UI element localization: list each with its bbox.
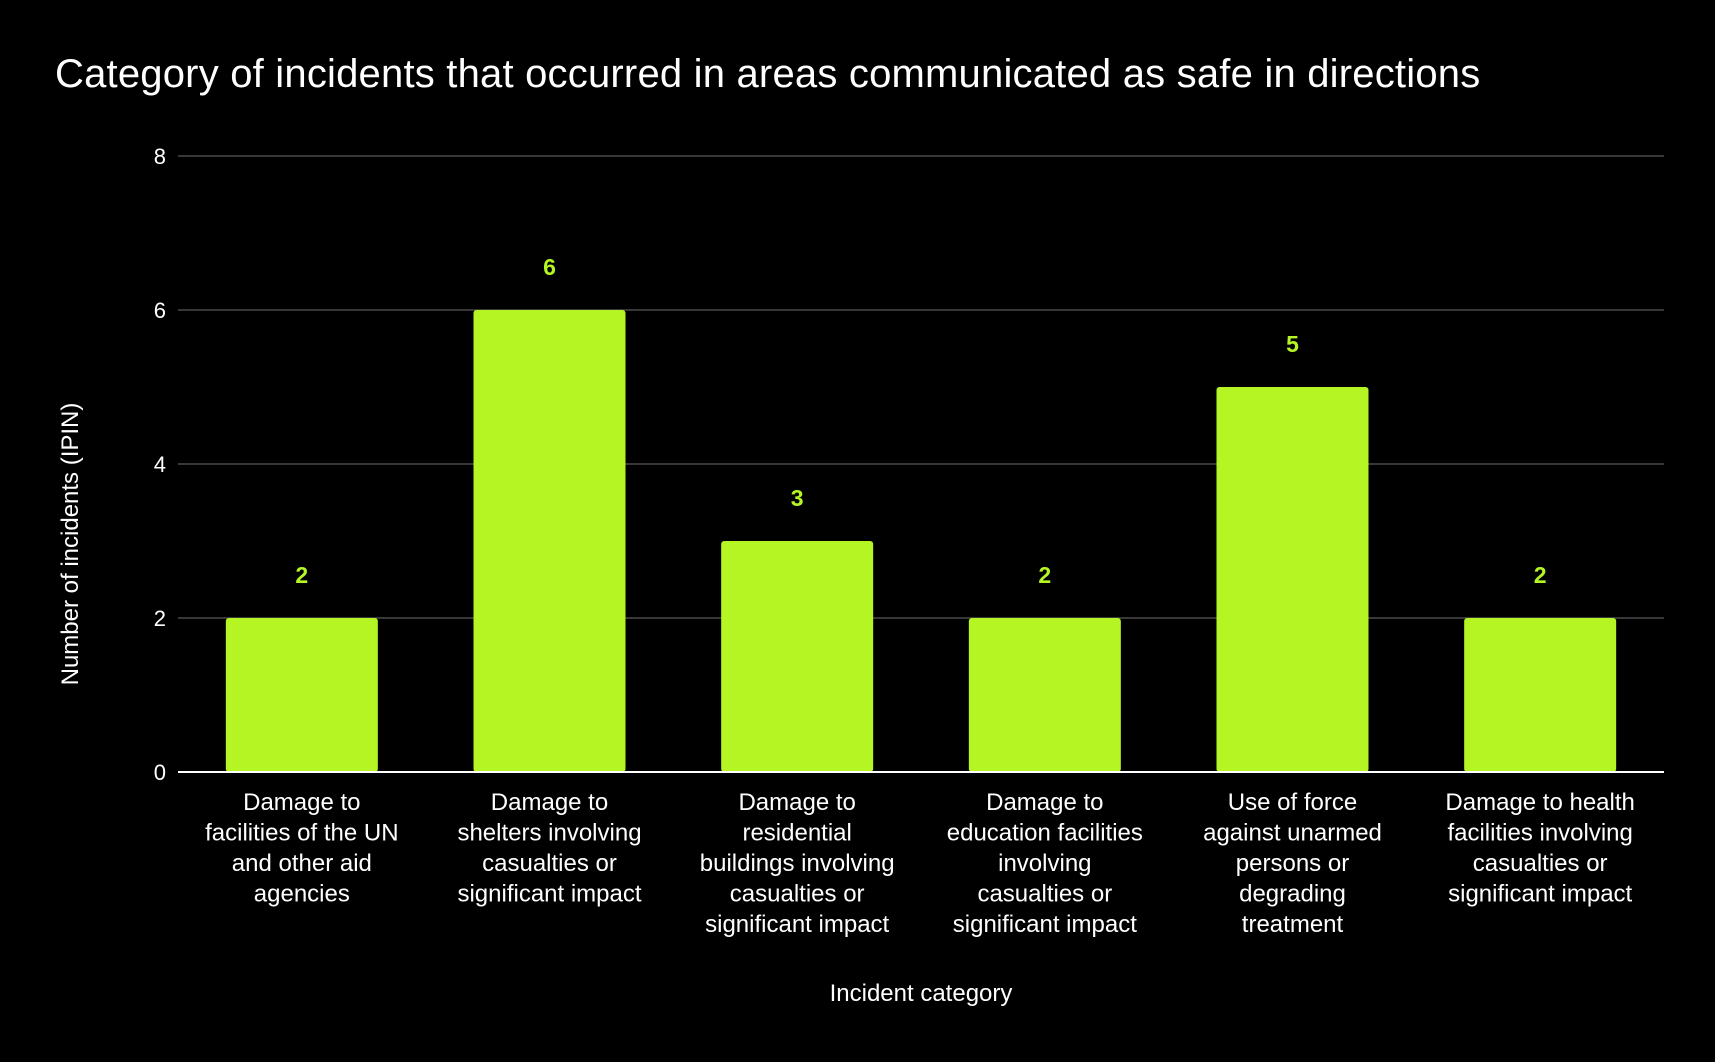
bar	[721, 541, 874, 772]
x-category-label-line: degrading	[1239, 881, 1346, 908]
x-category-label: Use of force against unarmed persons or deg…	[1203, 789, 1382, 938]
y-tick-label: 4	[154, 452, 166, 477]
data-label: 3	[791, 485, 804, 511]
x-category-label-line: shelters involving	[457, 820, 641, 847]
x-category-label-line: persons or	[1236, 850, 1349, 877]
y-axis-title: Number of incidents (IPIN)	[57, 403, 84, 686]
y-tick-label: 6	[154, 298, 166, 323]
y-tick-label: 2	[154, 606, 166, 631]
x-category-label-line: casualties or	[1473, 850, 1608, 877]
x-category-label-line: agencies	[254, 881, 350, 908]
data-label: 5	[1286, 331, 1299, 357]
data-labels: 2 6 3 2 5 2	[295, 254, 1546, 588]
data-label: 2	[1038, 562, 1051, 588]
data-label: 6	[543, 254, 556, 280]
x-category-label-line: facilities involving	[1447, 820, 1632, 847]
chart-title: Category of incidents that occurred in a…	[55, 52, 1481, 96]
bar	[1216, 387, 1369, 772]
bar	[225, 618, 378, 772]
x-category-label-line: significant impact	[953, 911, 1137, 938]
y-tick-label: 0	[154, 760, 166, 785]
x-category-label-line: involving	[998, 850, 1091, 877]
x-category-label-line: treatment	[1242, 911, 1344, 938]
x-category-label-line: casualties or	[977, 881, 1112, 908]
x-category-label: Damage to education facilities involving ca…	[947, 789, 1143, 938]
x-category-label-line: against unarmed	[1203, 820, 1382, 847]
x-category-label-line: Damage to	[243, 789, 360, 816]
x-category-label: Damage to shelters involving casualties or…	[457, 789, 641, 908]
x-category-label-line: education facilities	[947, 820, 1143, 847]
x-category-label-line: casualties or	[730, 881, 865, 908]
x-category-label-line: significant impact	[457, 881, 641, 908]
x-category-label-line: Damage to health	[1445, 789, 1634, 816]
x-category-label-line: and other aid	[232, 850, 372, 877]
bars	[225, 310, 1617, 772]
bar	[1464, 618, 1617, 772]
data-label: 2	[1534, 562, 1547, 588]
x-category-label-line: Damage to	[986, 789, 1103, 816]
x-category-label-line: casualties or	[482, 850, 617, 877]
x-category-label-line: Use of force	[1228, 789, 1357, 816]
y-tick-label: 8	[154, 144, 166, 169]
y-tick-labels: 0 2 4 6 8	[154, 144, 166, 785]
bar	[473, 310, 626, 772]
x-category-label: Damage to residential buildings involving c…	[700, 789, 895, 938]
data-label: 2	[295, 562, 308, 588]
x-category-labels: Damage to facilities of the UN and other a…	[205, 789, 1635, 938]
x-category-label-line: buildings involving	[700, 850, 895, 877]
x-category-label-line: facilities of the UN	[205, 820, 398, 847]
bar	[968, 618, 1121, 772]
x-category-label-line: Damage to	[491, 789, 608, 816]
x-category-label-line: significant impact	[1448, 881, 1632, 908]
x-category-label-line: Damage to	[738, 789, 855, 816]
x-category-label-line: significant impact	[705, 911, 889, 938]
gridlines	[178, 155, 1664, 619]
x-axis-title: Incident category	[830, 980, 1013, 1007]
x-category-label-line: residential	[742, 820, 851, 847]
x-category-label: Damage to health facilities involving casu…	[1445, 789, 1634, 908]
x-category-label: Damage to facilities of the UN and other a…	[205, 789, 398, 908]
